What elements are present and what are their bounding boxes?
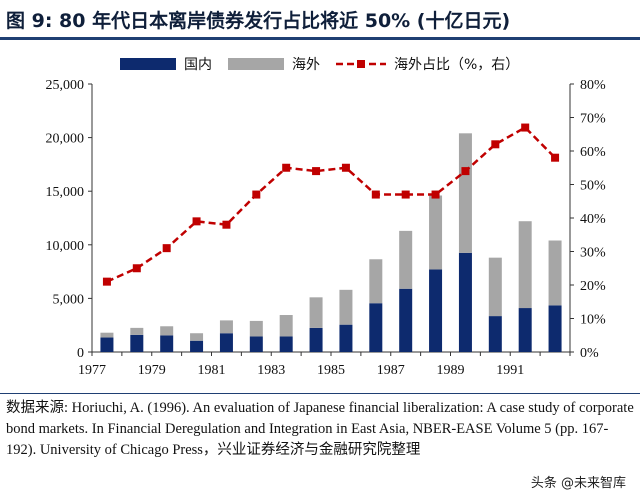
overseas-share-point — [521, 123, 530, 132]
y-right-tick-label: 50% — [580, 179, 606, 194]
chart-title: 图 9: 80 年代日本离岸债券发行占比将近 50% (十亿日元) — [6, 10, 511, 32]
bar-domestic — [160, 335, 174, 352]
overseas-share-point — [282, 163, 291, 172]
x-tick-label: 1983 — [257, 363, 285, 378]
y-right-tick-label: 60% — [580, 145, 606, 160]
bar-domestic — [100, 337, 114, 352]
bar-domestic — [130, 334, 144, 352]
bar-overseas — [488, 257, 502, 317]
y-right-tick-label: 40% — [580, 212, 606, 227]
bar-overseas — [458, 133, 472, 253]
bar-overseas — [130, 327, 144, 335]
overseas-share-point — [461, 167, 470, 176]
bar-domestic — [219, 333, 233, 352]
bar-overseas — [100, 332, 114, 338]
bar-overseas — [429, 195, 443, 270]
overseas-share-point — [371, 190, 380, 199]
bar-overseas — [518, 221, 532, 309]
overseas-share-point — [222, 220, 231, 229]
legend-label-overseas: 海外 — [292, 57, 320, 73]
overseas-share-point — [401, 190, 410, 199]
title-bar: 图 9: 80 年代日本离岸债券发行占比将近 50% (十亿日元) — [0, 0, 640, 40]
bar-domestic — [518, 308, 532, 352]
bar-overseas — [190, 333, 204, 341]
source-note: 数据来源: Horiuchi, A. (1996). An evaluation… — [6, 400, 634, 458]
bar-overseas — [219, 320, 233, 334]
y-right-tick-label: 30% — [580, 246, 606, 261]
bar-domestic — [488, 316, 502, 352]
bar-overseas — [309, 297, 323, 328]
x-tick-label: 1985 — [317, 363, 345, 378]
x-tick-label: 1987 — [377, 363, 405, 378]
bar-domestic — [249, 336, 263, 352]
y-left-tick-label: 5,000 — [53, 292, 85, 307]
x-tick-label: 1989 — [437, 363, 465, 378]
overseas-share-point — [162, 244, 171, 253]
overseas-share-point — [192, 217, 201, 226]
bar-overseas — [279, 315, 293, 337]
y-right-tick-label: 0% — [580, 346, 599, 361]
bar-overseas — [249, 320, 263, 337]
legend-swatch-overseas — [228, 58, 284, 70]
overseas-share-point — [102, 277, 111, 286]
y-left-tick-label: 0 — [77, 346, 84, 361]
bar-overseas — [399, 230, 413, 289]
y-left-tick-label: 15,000 — [46, 185, 85, 200]
y-left-tick-label: 10,000 — [46, 239, 85, 254]
y-left-tick-label: 20,000 — [46, 132, 85, 147]
y-right-tick-label: 20% — [580, 279, 606, 294]
bar-overseas — [369, 259, 383, 304]
x-tick-label: 1977 — [78, 363, 106, 378]
y-right-tick-label: 80% — [580, 78, 606, 93]
watermark: 头条 @未来智库 — [530, 476, 626, 491]
overseas-share-point — [551, 153, 560, 162]
source-divider — [0, 393, 640, 394]
chart: 0 5,000 10,000 15,000 20,000 25,000 0% 10% 20% 30… — [46, 57, 607, 378]
bar-domestic — [429, 269, 443, 352]
legend-label-share: 海外占比（%，右） — [394, 57, 519, 73]
bar-domestic — [548, 305, 562, 352]
bar-domestic — [458, 252, 472, 352]
x-tick-label: 1981 — [198, 363, 226, 378]
overseas-share-point — [491, 140, 500, 149]
overseas-share-point — [341, 163, 350, 172]
overseas-share-point — [312, 167, 321, 176]
legend-swatch-domestic — [120, 58, 176, 70]
bar-domestic — [190, 340, 204, 352]
legend-label-domestic: 国内 — [184, 57, 212, 73]
bar-domestic — [279, 336, 293, 352]
bar-domestic — [399, 288, 413, 352]
bar-overseas — [339, 289, 353, 325]
x-tick-label: 1991 — [496, 363, 524, 378]
y-right-tick-label: 10% — [580, 313, 606, 328]
overseas-share-line — [106, 125, 556, 283]
y-right-tick-label: 70% — [580, 112, 606, 127]
bar-domestic — [339, 324, 353, 352]
overseas-share-point — [431, 190, 440, 199]
overseas-share-point — [132, 264, 141, 273]
y-left-tick-label: 25,000 — [46, 78, 85, 93]
bar-domestic — [369, 303, 383, 352]
overseas-share-point — [252, 190, 261, 199]
bar-overseas — [548, 240, 562, 306]
bar-overseas — [160, 326, 174, 336]
bar-domestic — [309, 327, 323, 352]
x-tick-label: 1979 — [138, 363, 166, 378]
legend-marker-share — [357, 60, 365, 68]
